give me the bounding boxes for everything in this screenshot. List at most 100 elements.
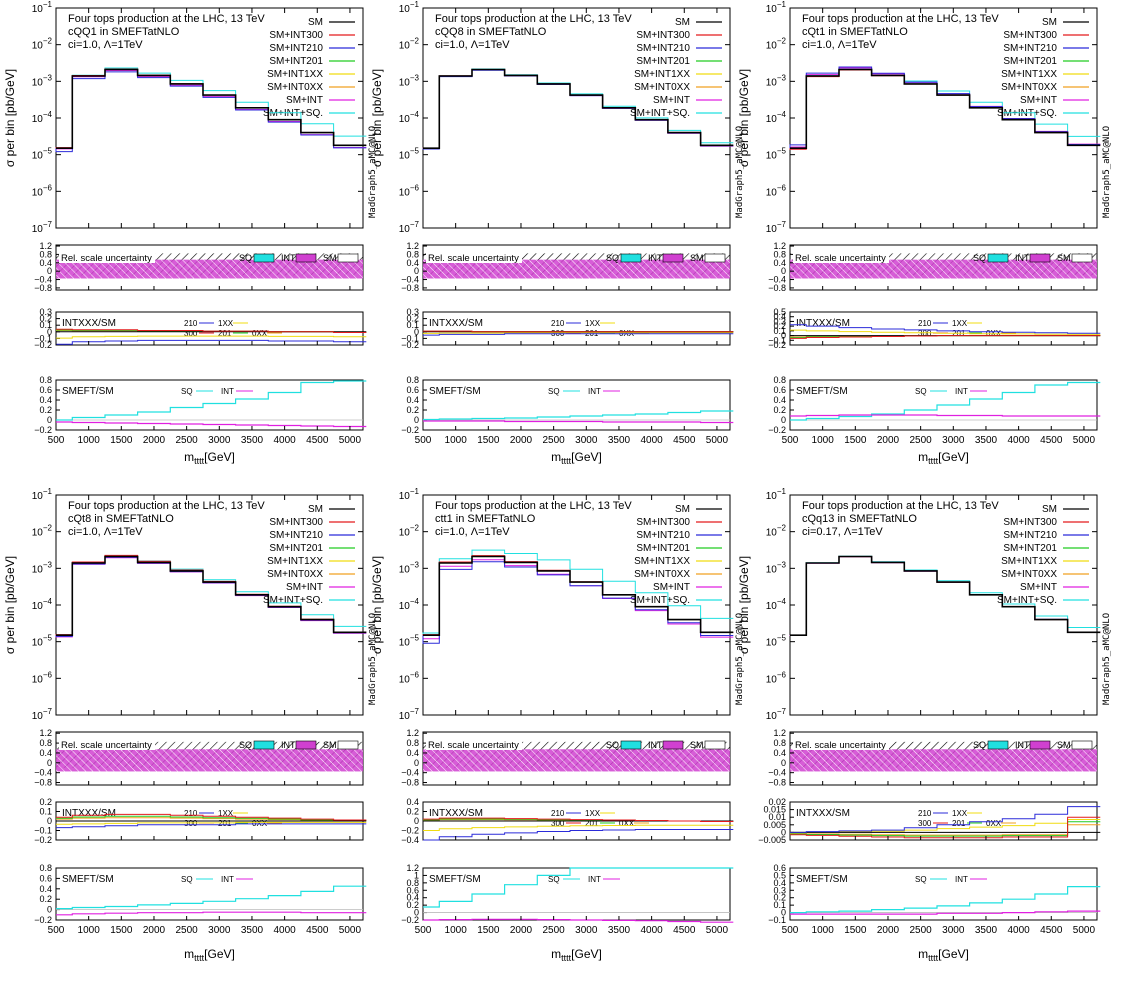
x-tick-label: 4500 (306, 925, 329, 936)
main-legend-label: SM+INT210 (269, 530, 323, 541)
main-legend-label: SM+INT0XX (634, 82, 690, 93)
x-axis-label: mtttt[GeV] (184, 947, 235, 963)
smeft-int-line (56, 422, 366, 427)
main-y-tick-label: 10−5 (399, 147, 420, 162)
unc-y-tick-label: −0.4 (34, 768, 52, 778)
smeft-y-tick-label: 0.6 (406, 385, 419, 395)
x-axis-label-m: m (551, 947, 561, 961)
main-y-tick-exponent: −3 (43, 73, 53, 82)
x-tick-label: 1000 (445, 435, 468, 446)
x-tick-label: 3500 (241, 925, 264, 936)
int-legend-label: 300 (918, 819, 932, 828)
smeft-legend-label: INT (955, 387, 968, 396)
unc-legend-label: SQ (239, 740, 252, 750)
main-y-tick-label: 10−5 (32, 147, 53, 162)
x-tick-label: 4000 (1007, 435, 1030, 446)
x-tick-label: 1000 (812, 435, 835, 446)
unc-legend-label: INT (281, 253, 296, 263)
main-y-tick-label: 10−1 (32, 0, 53, 15)
int-ratio-line-int210 (423, 334, 733, 335)
int-legend-label: 1XX (952, 809, 968, 818)
int-ratio-line-int1xx (790, 820, 1100, 833)
smeft-sq-line (56, 886, 366, 908)
main-y-tick-exponent: −4 (777, 110, 787, 119)
smeft-y-tick-label: 0.6 (773, 863, 786, 873)
x-tick-label: 2500 (543, 925, 566, 936)
x-axis-label-sub: tttt (928, 456, 939, 466)
chart-panel-5: 10−710−610−510−410−310−210−1σ per bin [p… (370, 487, 745, 963)
smeft-y-tick-label: 0.8 (406, 375, 419, 385)
unc-legend-label: INT (1015, 253, 1030, 263)
x-tick-label: 3500 (608, 925, 631, 936)
main-legend-label: SM (1042, 17, 1057, 28)
int-y-tick-label: 0.1 (39, 807, 52, 817)
unc-y-tick-label: 0.4 (773, 748, 786, 758)
unc-legend-swatch (621, 254, 641, 262)
int-y-tick-label: 0.02 (768, 797, 786, 807)
smeft-legend-label: INT (588, 875, 601, 884)
uncertainty-label: Rel. scale uncertainty (795, 253, 886, 264)
smeft-y-tick-label: 0.8 (39, 375, 52, 385)
main-y-tick-exponent: −1 (410, 487, 420, 496)
smeft-int-line (56, 912, 366, 915)
main-y-tick-label: 10−5 (766, 147, 787, 162)
int-y-tick-label: −0.2 (34, 835, 52, 845)
smeft-y-tick-label: 0 (47, 415, 52, 425)
unc-legend-swatch (254, 254, 274, 262)
coupling-label: ci=1.0, Λ=1TeV (802, 39, 877, 51)
main-y-tick-exponent: −1 (777, 487, 787, 496)
x-axis-label-m: m (184, 947, 194, 961)
x-axis-label-unit: [GeV] (204, 947, 235, 961)
operator-label: cQQ1 in SMEFTatNLO (68, 26, 180, 38)
smeft-legend-label: INT (955, 875, 968, 884)
x-tick-label: 3000 (942, 435, 965, 446)
main-y-tick-exponent: −6 (777, 183, 787, 192)
x-tick-label: 5000 (706, 925, 729, 936)
generator-tag: MadGraph5_aMC@NLO (1102, 126, 1112, 218)
unc-legend-swatch (705, 741, 725, 749)
main-y-tick-exponent: −3 (410, 560, 420, 569)
main-y-tick-exponent: −1 (410, 0, 420, 9)
x-axis-label: mtttt[GeV] (551, 450, 602, 466)
x-tick-label: 2000 (510, 925, 533, 936)
x-tick-label: 1500 (477, 925, 500, 936)
process-title: Four tops production at the LHC, 13 TeV (435, 13, 632, 25)
main-legend-label: SM+INT210 (636, 43, 690, 54)
smeft-int-line (423, 421, 733, 423)
main-y-tick-label: 10−7 (399, 707, 420, 722)
int-legend-label: 210 (551, 319, 565, 328)
smeft-y-tick-label: 1.2 (406, 863, 419, 873)
main-legend-label: SM+INT1XX (1001, 69, 1057, 80)
main-legend-label: SM+INT+SQ. (263, 108, 323, 119)
main-y-tick-label: 10−3 (399, 560, 420, 575)
main-y-tick-label: 10−3 (32, 73, 53, 88)
main-y-tick-label: 10−5 (399, 634, 420, 649)
main-y-tick-exponent: −7 (777, 707, 787, 716)
x-tick-label: 4500 (306, 435, 329, 446)
process-title: Four tops production at the LHC, 13 TeV (435, 500, 632, 512)
int-legend-label: 300 (184, 819, 198, 828)
main-legend-label: SM+INT+SQ. (997, 108, 1057, 119)
unc-y-tick-label: −0.8 (401, 778, 419, 788)
main-y-tick-exponent: −6 (43, 670, 53, 679)
main-legend-label: SM+INT201 (636, 56, 690, 67)
main-legend-label: SM (308, 504, 323, 515)
main-y-tick-exponent: −1 (777, 0, 787, 9)
unc-legend-swatch (254, 741, 274, 749)
x-tick-label: 3000 (942, 925, 965, 936)
main-y-tick-label: 10−6 (32, 183, 53, 198)
main-legend-label: SM+INT210 (1003, 43, 1057, 54)
main-legend-label: SM+INT0XX (1001, 82, 1057, 93)
main-y-tick-label: 10−6 (399, 670, 420, 685)
main-y-tick-label: 10−3 (32, 560, 53, 575)
int-legend-label: 1XX (585, 809, 601, 818)
main-y-tick-exponent: −5 (777, 147, 787, 156)
int-ratio-line-int210 (56, 340, 366, 344)
main-y-tick-label: 10−1 (32, 487, 53, 502)
chart-panel-2: 10−710−610−510−410−310−210−1σ per bin [p… (370, 0, 745, 466)
x-tick-label: 3500 (241, 435, 264, 446)
smeft-ratio-label: SMEFT/SM (429, 874, 481, 885)
int-legend-label: 1XX (952, 319, 968, 328)
main-y-tick-label: 10−3 (399, 73, 420, 88)
unc-legend-label: SM (690, 253, 704, 263)
